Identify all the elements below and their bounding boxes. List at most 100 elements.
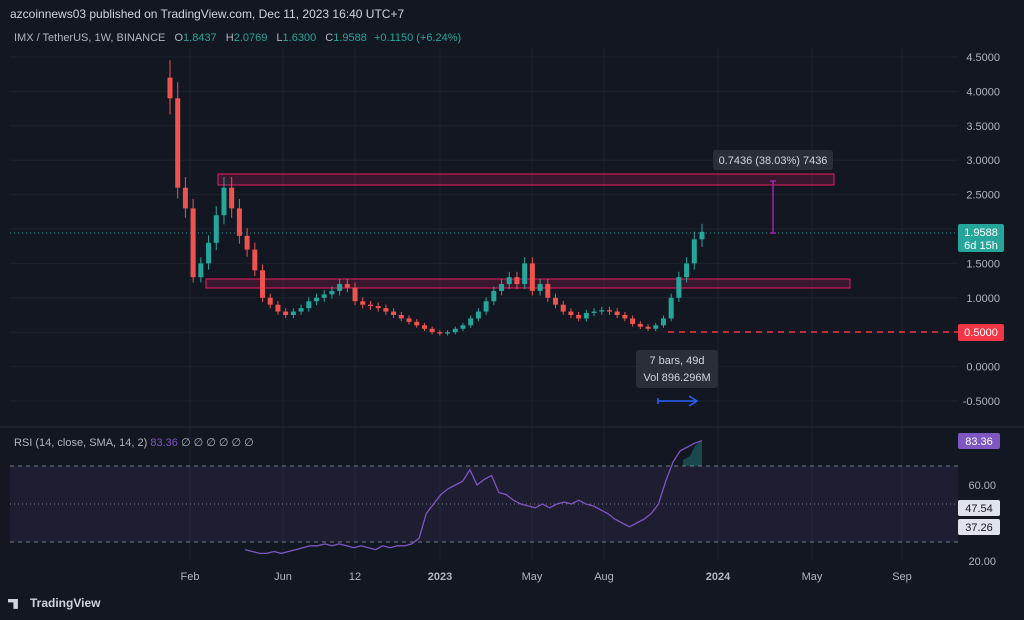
candle-body[interactable] [367, 304, 373, 307]
supply-zone[interactable] [217, 173, 835, 186]
range-bars: 7 bars, 49d [649, 355, 704, 367]
candle-body[interactable] [668, 297, 674, 319]
candle-body[interactable] [452, 328, 458, 333]
candle-body[interactable] [283, 311, 289, 315]
time-axis[interactable]: Feb Jun 12 2023 May Aug 2024 May Sep [181, 571, 912, 583]
candle-body[interactable] [206, 242, 212, 264]
candle-body[interactable] [406, 318, 412, 322]
price-chart[interactable]: 0.7436 (38.03%) 7436 7 bars, 49d Vol 896… [0, 0, 1024, 592]
candle-body[interactable] [329, 290, 335, 295]
candle-body[interactable] [313, 297, 319, 302]
candle-body[interactable] [391, 311, 397, 315]
candle-body[interactable] [545, 284, 551, 298]
price-tick-label: 3.0000 [966, 155, 1000, 167]
measure-label-box [713, 150, 833, 170]
candle-body[interactable] [167, 77, 173, 99]
candle-body[interactable] [576, 315, 582, 319]
candle-body[interactable] [553, 297, 559, 305]
candle-body[interactable] [445, 332, 451, 334]
candles[interactable] [167, 60, 705, 336]
candle-body[interactable] [182, 187, 188, 209]
candle-body[interactable] [321, 294, 327, 298]
candle-body[interactable] [537, 284, 543, 291]
candle-body[interactable] [630, 318, 636, 324]
candle-body[interactable] [514, 277, 520, 285]
candle-body[interactable] [699, 231, 705, 240]
symbol-name[interactable]: IMX / TetherUS, 1W, BINANCE [14, 32, 166, 44]
change-value: +0.1150 (+6.24%) [373, 32, 462, 44]
time-tick-label: Jun [274, 571, 292, 583]
candle-body[interactable] [614, 311, 620, 315]
candle-body[interactable] [684, 263, 690, 278]
rsi-line[interactable] [244, 439, 703, 555]
close-label: C [325, 32, 334, 44]
candle-body[interactable] [421, 325, 427, 329]
candle-body[interactable] [645, 326, 651, 329]
candle-body[interactable] [252, 249, 258, 271]
low-value: 1.6300 [282, 32, 317, 44]
price-tick-label: 3.5000 [966, 121, 1000, 133]
candle-body[interactable] [491, 290, 497, 302]
candle-body[interactable] [414, 321, 420, 326]
candle-body[interactable] [244, 235, 250, 250]
candle-body[interactable] [606, 310, 612, 312]
candle-body[interactable] [660, 318, 666, 326]
header: azcoinnews03 published on TradingView.co… [0, 0, 1024, 28]
candle-body[interactable] [475, 311, 481, 319]
candle-body[interactable] [483, 301, 489, 312]
candle-body[interactable] [383, 308, 389, 312]
candle-body[interactable] [468, 318, 474, 326]
tradingview-logo[interactable]: TradingView [8, 596, 100, 610]
candle-body[interactable] [429, 328, 435, 333]
candle-body[interactable] [398, 315, 404, 319]
candle-body[interactable] [583, 312, 589, 319]
candle-body[interactable] [221, 187, 227, 216]
candle-body[interactable] [190, 208, 196, 278]
candle-body[interactable] [460, 325, 466, 329]
candle-body[interactable] [676, 277, 682, 298]
rsi-sma-lower-value: 37.26 [965, 522, 993, 534]
candle-body[interactable] [506, 277, 512, 285]
rsi-badge-value: 83.36 [965, 436, 993, 448]
tradingview-wordmark: TradingView [30, 596, 101, 610]
candle-body[interactable] [653, 325, 659, 329]
candle-body[interactable] [622, 315, 628, 319]
candle-body[interactable] [599, 310, 605, 312]
candle-body[interactable] [691, 239, 697, 264]
candle-body[interactable] [375, 306, 381, 309]
candle-body[interactable] [522, 263, 528, 285]
candle-body[interactable] [560, 304, 566, 312]
candle-body[interactable] [275, 304, 281, 312]
candle-body[interactable] [229, 187, 235, 209]
candle-body[interactable] [175, 98, 181, 188]
candle-body[interactable] [198, 263, 204, 278]
candle-body[interactable] [529, 263, 535, 291]
time-tick-label: Feb [181, 571, 200, 583]
rsi-legend[interactable]: RSI (14, close, SMA, 14, 2) 83.36 ∅ ∅ ∅ … [14, 436, 254, 449]
rsi-extra: ∅ ∅ ∅ ∅ ∅ ∅ [180, 437, 254, 449]
candle-body[interactable] [213, 215, 219, 243]
range-box [636, 350, 718, 388]
candle-body[interactable] [236, 208, 242, 236]
symbol-legend[interactable]: IMX / TetherUS, 1W, BINANCE O1.8437 H2.0… [14, 32, 461, 44]
candle-body[interactable] [306, 301, 312, 309]
candle-body[interactable] [344, 284, 350, 288]
price-tick-label: 0.0000 [966, 362, 1000, 374]
candle-body[interactable] [267, 297, 273, 305]
candle-body[interactable] [437, 332, 443, 334]
candle-body[interactable] [499, 284, 505, 291]
candle-body[interactable] [591, 311, 597, 313]
candle-body[interactable] [352, 287, 358, 302]
candle-body[interactable] [568, 311, 574, 315]
rsi-title[interactable]: RSI (14, close, SMA, 14, 2) [14, 437, 148, 449]
candle-body[interactable] [298, 308, 304, 312]
candle-body[interactable] [360, 301, 366, 305]
candle-body[interactable] [260, 270, 266, 298]
measure-label: 0.7436 (38.03%) 7436 [719, 155, 828, 167]
demand-zone[interactable] [205, 278, 851, 289]
candle-body[interactable] [637, 323, 643, 327]
range-vol: Vol 896.296M [643, 372, 710, 384]
rsi-overbought-fill [683, 440, 702, 466]
candle-body[interactable] [290, 311, 296, 315]
candle-body[interactable] [337, 284, 343, 291]
